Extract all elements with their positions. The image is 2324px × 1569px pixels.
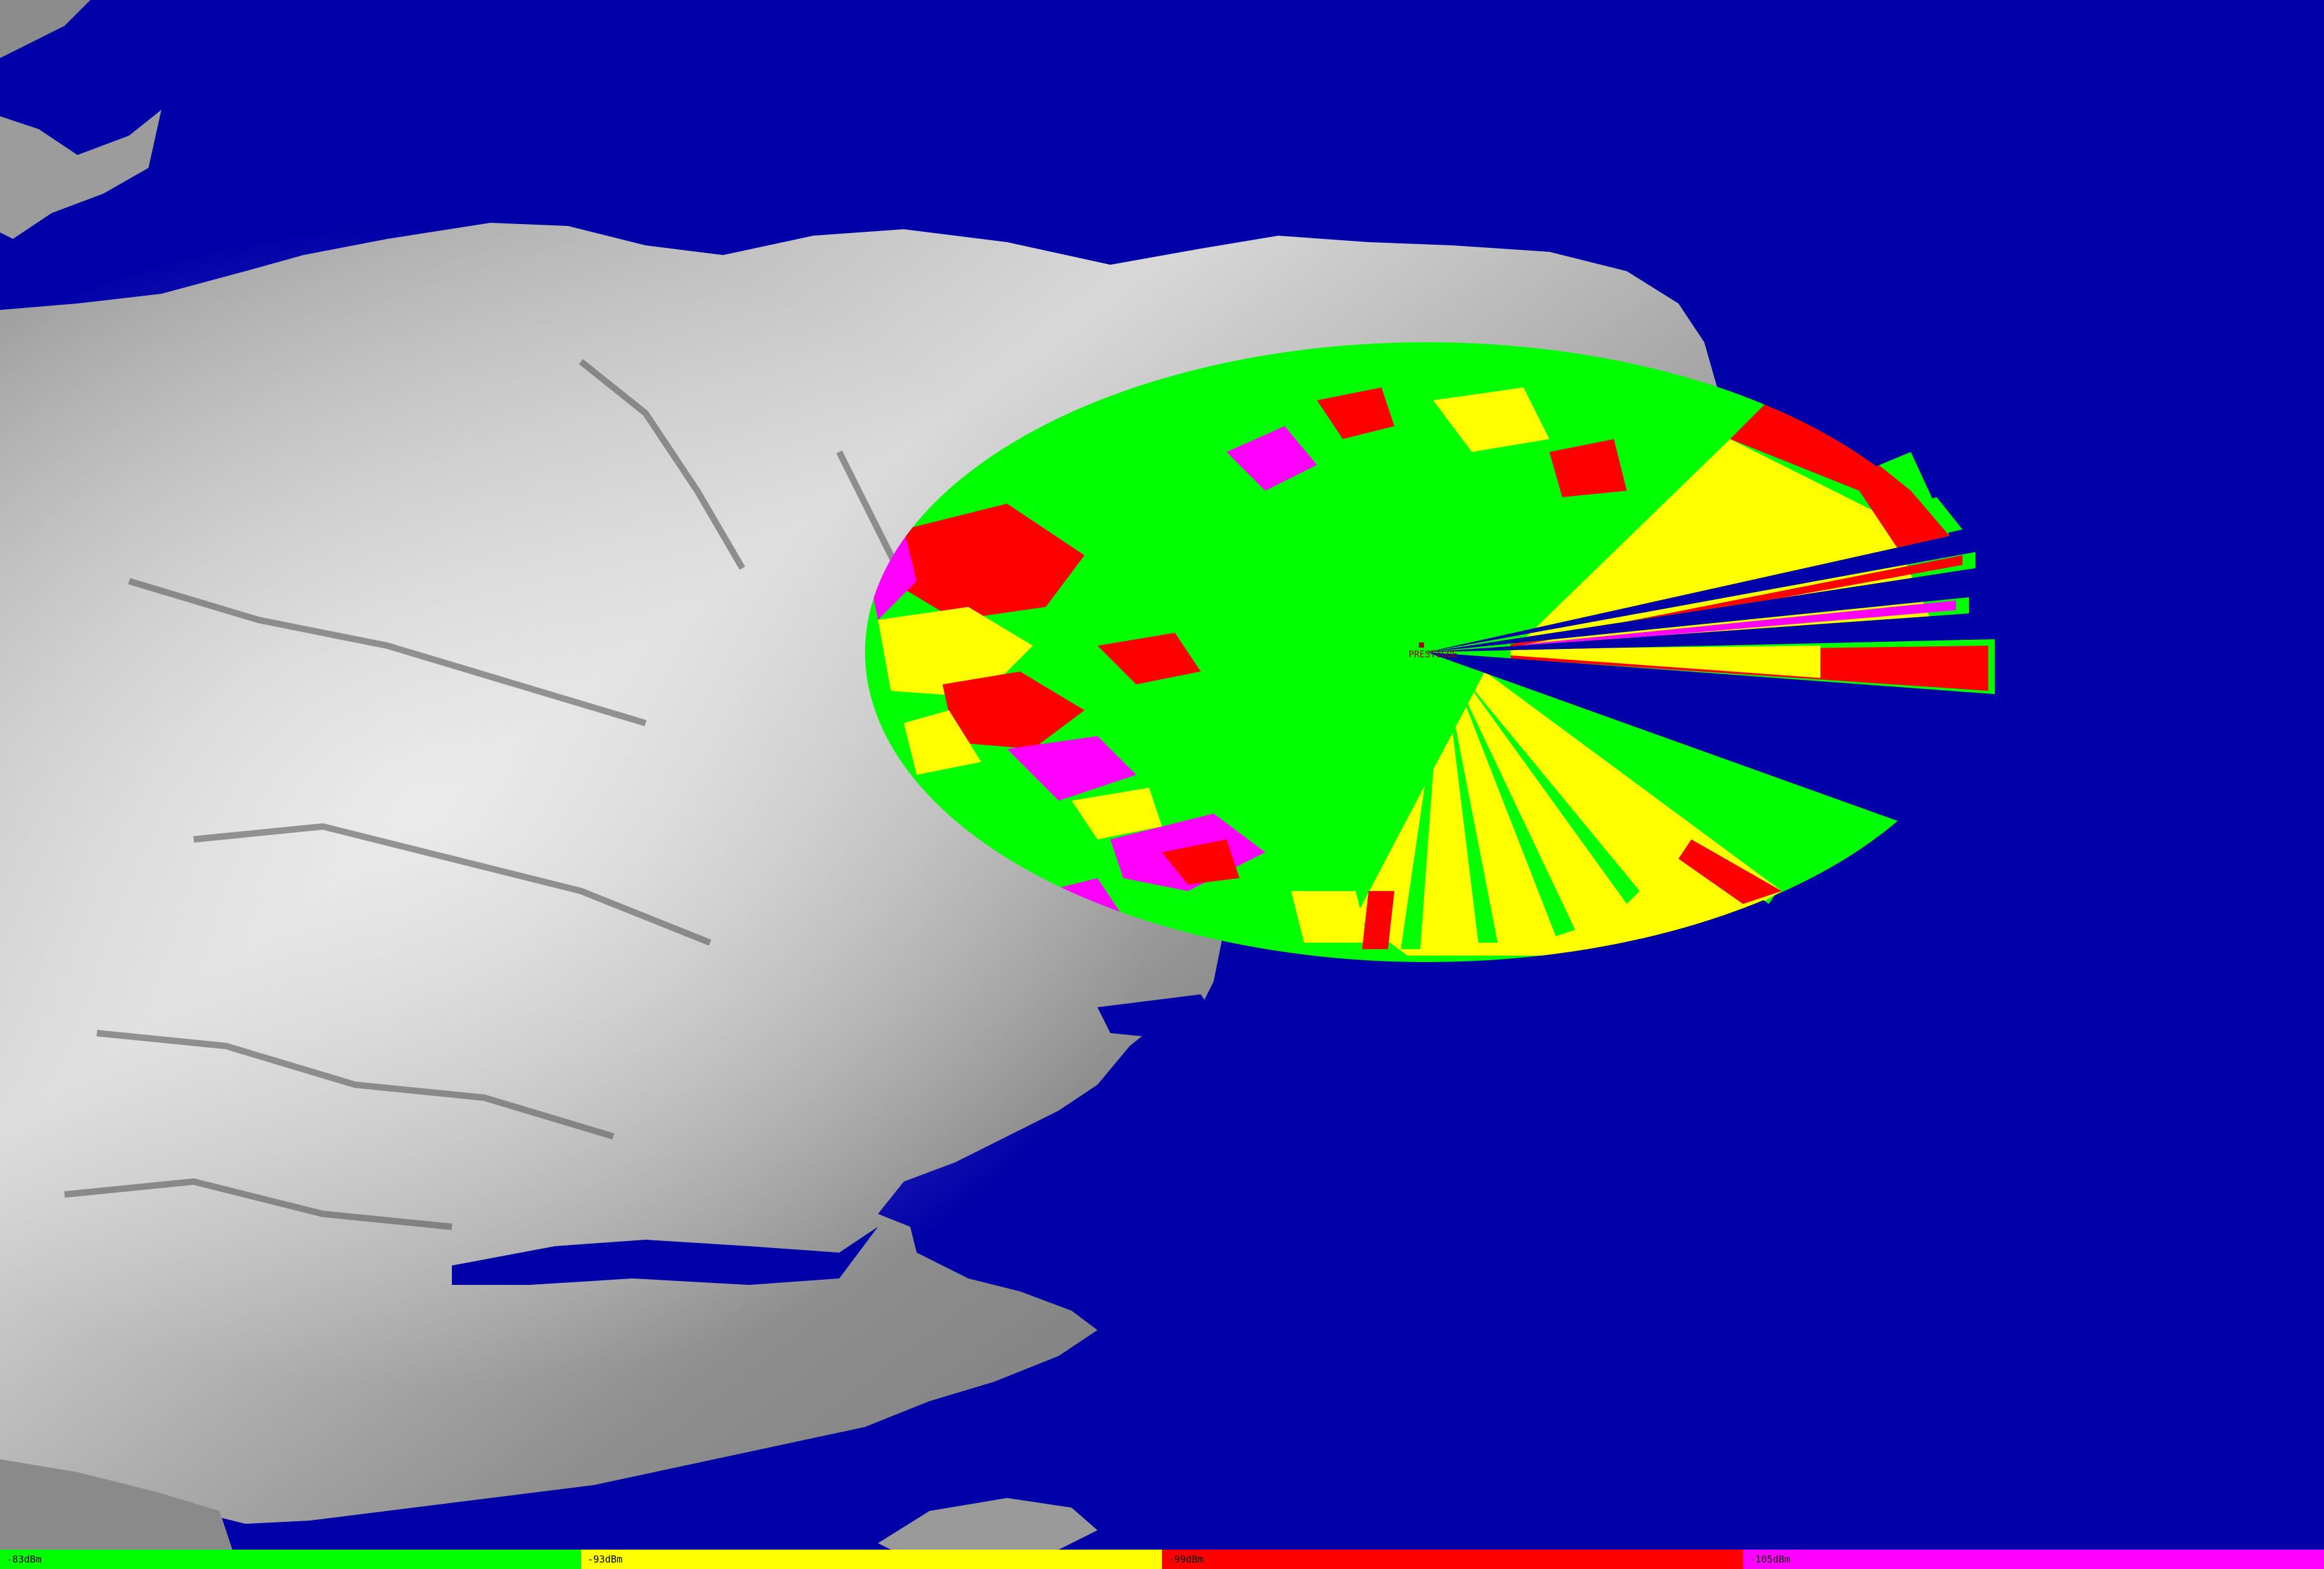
transmitter-site[interactable]: PRESTIGUE	[1409, 642, 1458, 660]
legend-item-1: -83dBm	[0, 1550, 581, 1569]
estuary	[452, 1227, 878, 1285]
coverage-area	[864, 342, 1995, 962]
legend-label-1: -83dBm	[6, 1554, 42, 1565]
transmitter-marker-icon[interactable]	[1419, 642, 1424, 648]
legend-label-2: -93dBm	[587, 1554, 623, 1565]
site-label: PRESTIGUE	[1409, 650, 1458, 660]
coverage-ray-yellow-east	[1511, 646, 1820, 678]
legend-item-4: -105dBm	[1743, 1550, 2324, 1569]
legend-label-3: -99dBm	[1168, 1554, 1204, 1565]
legend-label-4: -105dBm	[1749, 1554, 1791, 1565]
legend-item-3: -99dBm	[1162, 1550, 1743, 1569]
coverage-ray-magenta-east	[1511, 600, 1956, 648]
bay-east	[1097, 994, 1227, 1040]
legend-item-2: -93dBm	[581, 1550, 1162, 1569]
signal-legend: -83dBm -93dBm -99dBm -105dBm	[0, 1550, 2324, 1569]
coverage-sector-red-ne	[1730, 387, 1950, 549]
landmass-northwest	[0, 110, 161, 239]
landmass-northwest-tip	[0, 0, 90, 58]
coverage-sector-red-se	[1678, 839, 1782, 904]
coverage-patches-west	[865, 387, 1627, 949]
coverage-streaks-se	[1401, 672, 1640, 949]
